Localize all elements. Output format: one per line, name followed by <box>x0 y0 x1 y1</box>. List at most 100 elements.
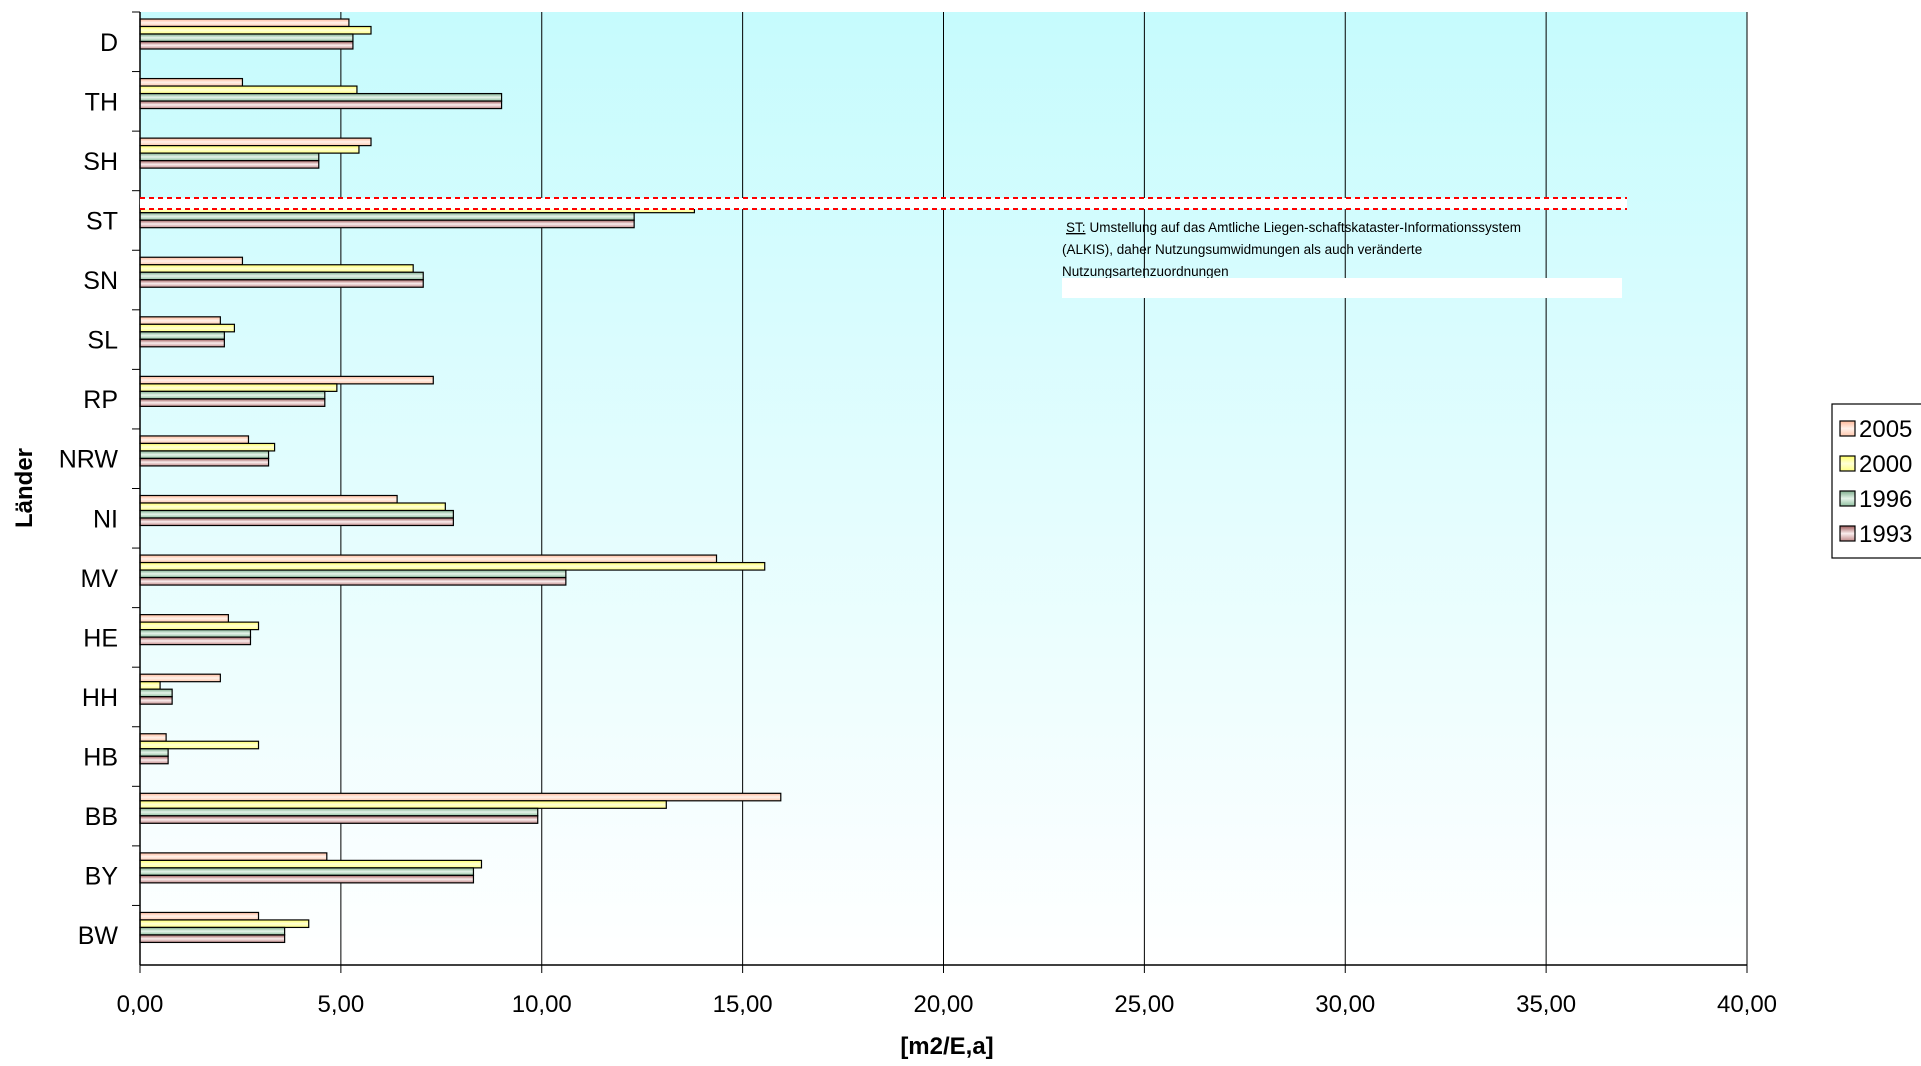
legend-swatch-1996 <box>1839 490 1856 507</box>
x-tick-label: 5,00 <box>318 991 365 1018</box>
bar-TH-1993 <box>139 100 503 110</box>
bar-BY-2000 <box>139 859 483 869</box>
y-category-label: RP <box>83 386 118 414</box>
bar-RP-1996 <box>139 390 326 400</box>
bar-BW-2005 <box>139 911 260 921</box>
bar-SN-2005 <box>139 256 244 266</box>
bar-HH-2005 <box>139 673 221 683</box>
bar-TH-2005 <box>139 77 244 87</box>
legend: 2005 2000 1996 1993 <box>1831 403 1921 559</box>
bar-HB-1993 <box>139 755 169 765</box>
bar-BB-1996 <box>139 807 539 817</box>
bar-BB-2000 <box>139 800 667 809</box>
x-tick-label: 10,00 <box>512 991 572 1018</box>
bar-SN-2000 <box>139 264 414 273</box>
legend-label-1996: 1996 <box>1859 486 1912 513</box>
bar-SL-2000 <box>139 323 236 333</box>
bar-SL-2005 <box>139 316 221 325</box>
y-category-label: HH <box>82 684 118 712</box>
bar-SL-1996 <box>139 331 225 340</box>
y-category-label: BW <box>78 922 119 950</box>
y-category-label: ST <box>86 207 118 235</box>
legend-swatch-2005 <box>1839 420 1856 437</box>
y-category-labels: D TH SH ST SN SL RP NRW NI MV HE HH HB BB BY BW <box>59 29 119 950</box>
bar-SN-1993 <box>139 279 424 288</box>
bar-BY-1996 <box>139 867 475 876</box>
bar-SH-1996 <box>139 152 320 162</box>
bar-D-2000 <box>139 25 372 35</box>
x-tick-label: 20,00 <box>913 991 973 1018</box>
st-separator <box>140 197 1627 210</box>
bar-NRW-2000 <box>139 442 276 452</box>
y-category-label: BB <box>85 803 118 831</box>
bar-D-1993 <box>139 40 354 50</box>
y-axis-title: Länder <box>11 448 38 528</box>
x-tick-label: 15,00 <box>713 991 773 1018</box>
bar-HB-1996 <box>139 748 169 757</box>
x-tick-label: 35,00 <box>1516 991 1576 1018</box>
y-category-label: HB <box>83 744 118 772</box>
bar-BW-1996 <box>139 926 286 936</box>
bar-HE-2000 <box>139 621 260 631</box>
y-category-label: HE <box>83 624 118 652</box>
bar-ST-1996 <box>139 212 635 221</box>
y-category-label: SH <box>83 148 118 176</box>
bar-NI-1996 <box>139 509 454 519</box>
st-annotation: ST: Umstellung auf das Amtliche Liegen-sc… <box>1062 220 1521 279</box>
bar-HE-1996 <box>139 629 252 638</box>
y-category-label: SL <box>87 327 118 355</box>
x-tick-label: 30,00 <box>1315 991 1375 1018</box>
bar-MV-2000 <box>139 561 766 571</box>
bar-MV-1996 <box>139 569 567 579</box>
bar-ST-1993 <box>139 219 635 229</box>
annotation-line-3: Nutzungsartenzuordnungen <box>1062 264 1229 279</box>
bar-BB-2005 <box>139 792 782 802</box>
annotation-line-1: ST: Umstellung auf das Amtliche Liegen-sc… <box>1066 220 1521 235</box>
annotation-line-2: (ALKIS), daher Nutzungsumwidmungen als a… <box>1062 242 1422 257</box>
x-axis-title: [m2/E,a] <box>900 1033 993 1060</box>
bar-BY-1993 <box>139 874 475 884</box>
bar-MV-2005 <box>139 554 718 564</box>
y-category-label: BY <box>85 863 119 891</box>
legend-label-1993: 1993 <box>1859 521 1912 548</box>
bar-RP-2000 <box>139 383 338 392</box>
x-tick-label: 25,00 <box>1114 991 1174 1018</box>
bar-SN-1996 <box>139 271 424 281</box>
bar-NRW-1996 <box>139 450 270 460</box>
x-tick-labels: 0,00 5,00 10,00 15,00 20,00 25,00 30,00 35,00 40… <box>117 991 1777 1018</box>
bar-HH-2000 <box>139 681 161 690</box>
x-tick-label: 40,00 <box>1717 991 1777 1018</box>
legend-swatch-2000 <box>1839 455 1856 472</box>
bar-SL-1993 <box>139 338 225 348</box>
axes <box>139 12 1747 966</box>
y-category-label: MV <box>81 565 119 593</box>
legend-label-2005: 2005 <box>1859 416 1912 443</box>
bar-HH-1996 <box>139 688 173 698</box>
bar-MV-1993 <box>139 576 567 586</box>
bar-HB-2000 <box>139 740 260 750</box>
bar-SH-2005 <box>139 137 372 147</box>
x-tick-label: 0,00 <box>117 991 164 1018</box>
bar-SH-1993 <box>139 160 320 169</box>
bar-NRW-1993 <box>139 457 270 467</box>
legend-swatch-1993 <box>1839 525 1856 542</box>
bar-TH-1996 <box>139 92 503 102</box>
bar-BB-1993 <box>139 815 539 824</box>
grid <box>132 11 1748 973</box>
bar-NI-1993 <box>139 517 454 527</box>
bar-HB-2005 <box>139 733 167 742</box>
bar-NRW-2005 <box>139 435 250 445</box>
y-category-label: NI <box>93 505 118 533</box>
bar-BY-2005 <box>139 852 328 861</box>
bar-D-1996 <box>139 33 354 43</box>
bar-RP-2005 <box>139 375 434 385</box>
bar-D-2005 <box>139 18 350 28</box>
bar-HE-1993 <box>139 636 252 646</box>
bar-RP-1993 <box>139 398 326 407</box>
bar-HE-2005 <box>139 614 229 623</box>
bar-TH-2000 <box>139 85 358 95</box>
legend-label-2000: 2000 <box>1859 451 1912 478</box>
bar-NI-2005 <box>139 494 398 504</box>
y-category-label: D <box>100 29 118 57</box>
